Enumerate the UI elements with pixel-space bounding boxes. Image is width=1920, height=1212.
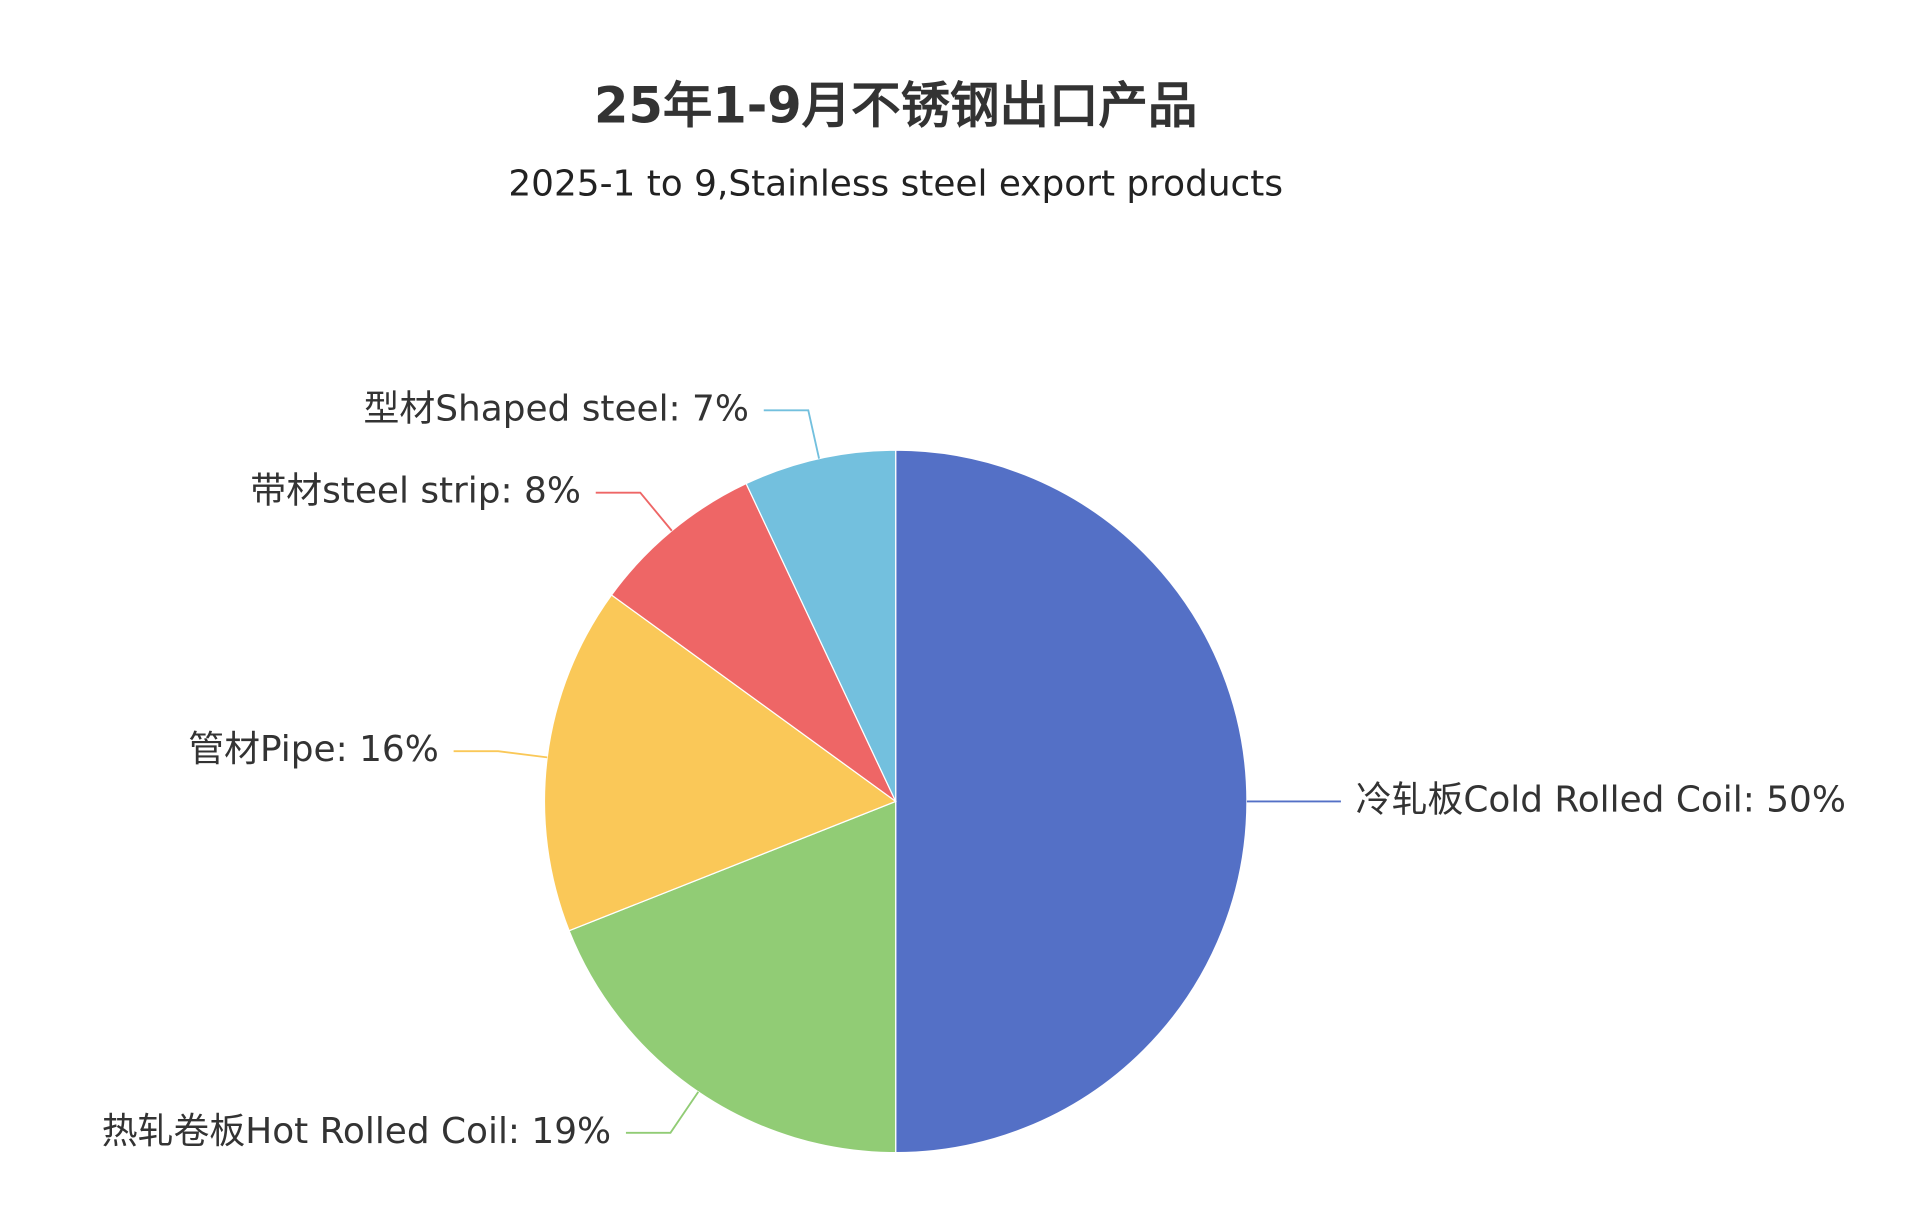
- slice-label: 带材steel strip: 8%: [250, 471, 581, 512]
- chart-subtitle: 2025-1 to 9,Stainless steel export produ…: [508, 164, 1283, 205]
- leader-line: [625, 1091, 700, 1134]
- slice-label: 热轧卷板Hot Rolled Coil: 19%: [102, 1111, 611, 1152]
- leader-line: [453, 750, 548, 759]
- slice-label: 管材Pipe: 16%: [188, 729, 439, 770]
- pie-slice: [745, 449, 897, 802]
- leader-line: [595, 491, 673, 532]
- chart-title: 25年1-9月不锈钢出口产品: [594, 76, 1197, 134]
- leader-line: [763, 409, 820, 459]
- slice-label: 型材Shaped steel: 7%: [364, 388, 749, 429]
- pie-slice: [543, 594, 897, 932]
- pie-slice: [895, 449, 1248, 1154]
- slice-label: 冷轧板Cold Rolled Coil: 50%: [1356, 779, 1846, 820]
- pie-slice: [568, 800, 897, 1154]
